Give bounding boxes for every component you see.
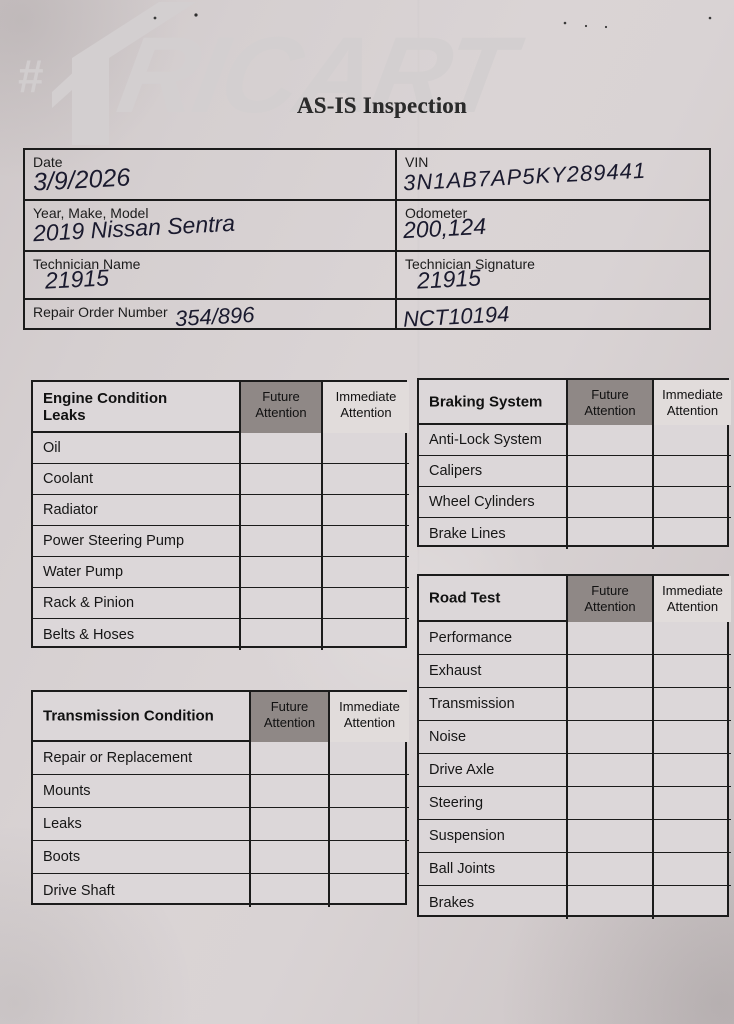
svg-text:#: #	[18, 50, 44, 102]
